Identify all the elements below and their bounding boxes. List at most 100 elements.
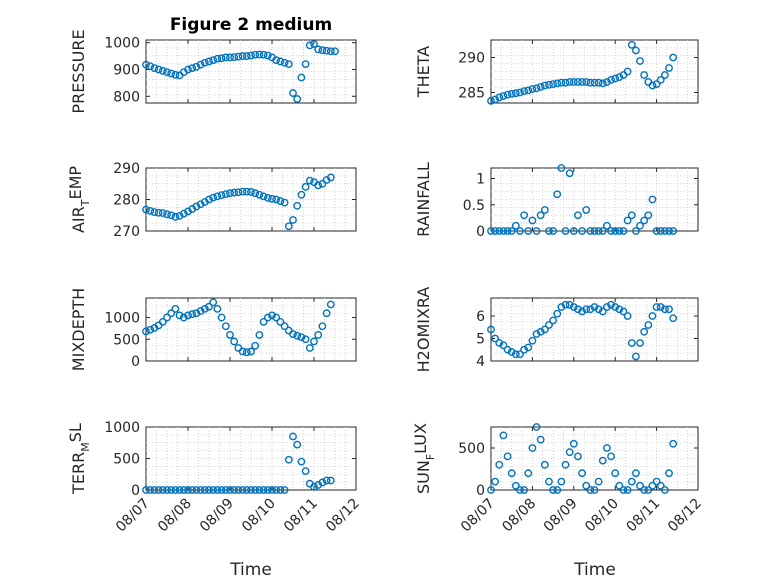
data-point: [665, 227, 673, 235]
data-point: [297, 333, 306, 342]
y-axis-label-main: PRESSURE: [69, 29, 88, 113]
data-point: [623, 216, 632, 225]
data-point: [263, 486, 272, 494]
data-point: [251, 486, 260, 494]
x-tick-label: 08/07: [458, 496, 498, 536]
data-point: [532, 227, 541, 235]
data-point: [196, 307, 205, 315]
data-point: [636, 57, 644, 65]
data-point: [607, 452, 615, 461]
data-point: [158, 317, 167, 326]
data-point: [314, 331, 323, 339]
data-point: [549, 316, 557, 325]
data-point: [561, 78, 570, 87]
data-point: [632, 46, 640, 55]
y-tick-label: 500: [458, 441, 485, 457]
data-point: [619, 227, 628, 235]
data-point: [318, 46, 327, 55]
data-point: [284, 222, 293, 231]
data-point: [660, 486, 669, 494]
data-point: [636, 221, 644, 230]
axes-box: [490, 426, 699, 491]
data-point: [192, 486, 201, 494]
data-point: [184, 486, 192, 494]
data-point: [238, 187, 247, 196]
y-axis-label-subscript: M: [79, 442, 92, 452]
x-tick-label: 08/08: [499, 496, 539, 536]
data-point: [217, 313, 226, 322]
series-markers: [487, 300, 678, 361]
data-point: [263, 313, 272, 322]
data-point: [263, 194, 272, 202]
y-tick-label: 0: [476, 483, 485, 499]
data-point: [280, 198, 289, 207]
data-point: [607, 227, 615, 235]
data-point: [268, 194, 276, 203]
y-axis-label: THETA: [414, 46, 433, 98]
data-point: [540, 460, 549, 469]
data-point: [255, 50, 264, 59]
data-point: [297, 73, 306, 82]
data-point: [578, 78, 586, 86]
y-tick-label: 1000: [104, 36, 140, 52]
data-point: [293, 440, 302, 449]
data-point: [545, 477, 553, 486]
data-point: [549, 80, 557, 89]
data-point: [171, 304, 180, 313]
data-point: [234, 52, 243, 61]
x-tick-label: 08/12: [665, 496, 705, 536]
y-axis-label-main: AIR: [69, 206, 88, 233]
figure-title: Figure 2 medium: [170, 15, 332, 35]
data-point: [665, 305, 673, 314]
data-point: [574, 211, 582, 220]
y-tick-label: 280: [113, 193, 140, 209]
y-axis-label-main: SUN: [414, 460, 433, 494]
data-point: [590, 486, 599, 494]
data-point: [503, 227, 512, 235]
data-point: [611, 469, 620, 478]
data-point: [301, 335, 310, 344]
data-point: [495, 93, 504, 102]
data-point: [322, 46, 331, 55]
data-point: [540, 81, 549, 90]
data-point: [221, 486, 230, 494]
x-tick-label: 08/11: [624, 496, 664, 536]
data-point: [569, 439, 578, 448]
data-point: [487, 486, 495, 494]
y-tick-label: 0.5: [463, 198, 485, 214]
data-point: [578, 227, 586, 235]
data-point: [540, 206, 549, 214]
data-point: [322, 309, 331, 318]
data-point: [582, 78, 591, 86]
y-tick-label: 285: [458, 86, 485, 102]
data-point: [603, 221, 611, 230]
data-point: [557, 477, 566, 486]
series-markers: [487, 423, 678, 494]
data-point: [226, 189, 234, 198]
data-point: [636, 339, 644, 347]
data-point: [615, 227, 624, 235]
data-point: [520, 87, 529, 96]
data-point: [242, 486, 251, 494]
data-point: [192, 62, 201, 71]
data-point: [263, 51, 272, 60]
data-point: [150, 486, 159, 494]
data-point: [314, 45, 323, 54]
data-point: [619, 307, 628, 316]
y-tick-label: 290: [113, 161, 140, 177]
data-point: [272, 486, 281, 494]
data-point: [511, 89, 520, 98]
x-axis-label-right: Time: [573, 560, 616, 580]
data-point: [640, 327, 649, 336]
y-tick-label: 0: [131, 354, 140, 370]
data-point: [301, 60, 310, 69]
data-point: [163, 68, 171, 77]
x-tick-label: 08/10: [239, 496, 279, 536]
data-point: [142, 60, 150, 69]
data-point: [242, 187, 251, 196]
data-point: [326, 47, 335, 56]
data-point: [259, 50, 268, 59]
x-tick-label: 08/09: [541, 496, 581, 536]
series-markers: [142, 298, 335, 357]
y-axis-label-main: TERR: [69, 452, 88, 495]
